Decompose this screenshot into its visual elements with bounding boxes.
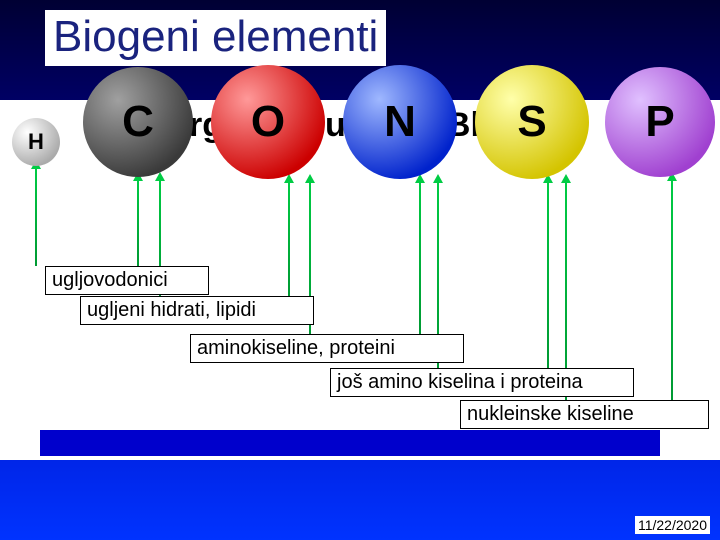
connector-arrow [288,182,290,296]
element-sphere-c: C [83,67,193,177]
group-label: ugljovodonici [45,266,209,295]
connector-arrow [35,168,37,266]
date-stamp: 11/22/2020 [635,516,710,534]
element-sphere-p: P [605,67,715,177]
element-sphere-s: S [475,65,589,179]
connector-arrow [547,182,549,368]
group-label: još amino kiselina i proteina [330,368,634,397]
element-sphere-n: N [343,65,457,179]
content-panel: Organic Building Blocks HCONSPugljovodon… [0,100,720,460]
connector-arrow [137,180,139,266]
page-title: Biogeni elementi [45,10,386,66]
connector-arrow [419,182,421,334]
blue-bar [40,430,660,456]
connector-arrow [671,180,673,400]
element-sphere-h: H [12,118,60,166]
group-label: aminokiseline, proteini [190,334,464,363]
group-label: ugljeni hidrati, lipidi [80,296,314,325]
group-label: nukleinske kiseline [460,400,709,429]
element-sphere-o: O [211,65,325,179]
